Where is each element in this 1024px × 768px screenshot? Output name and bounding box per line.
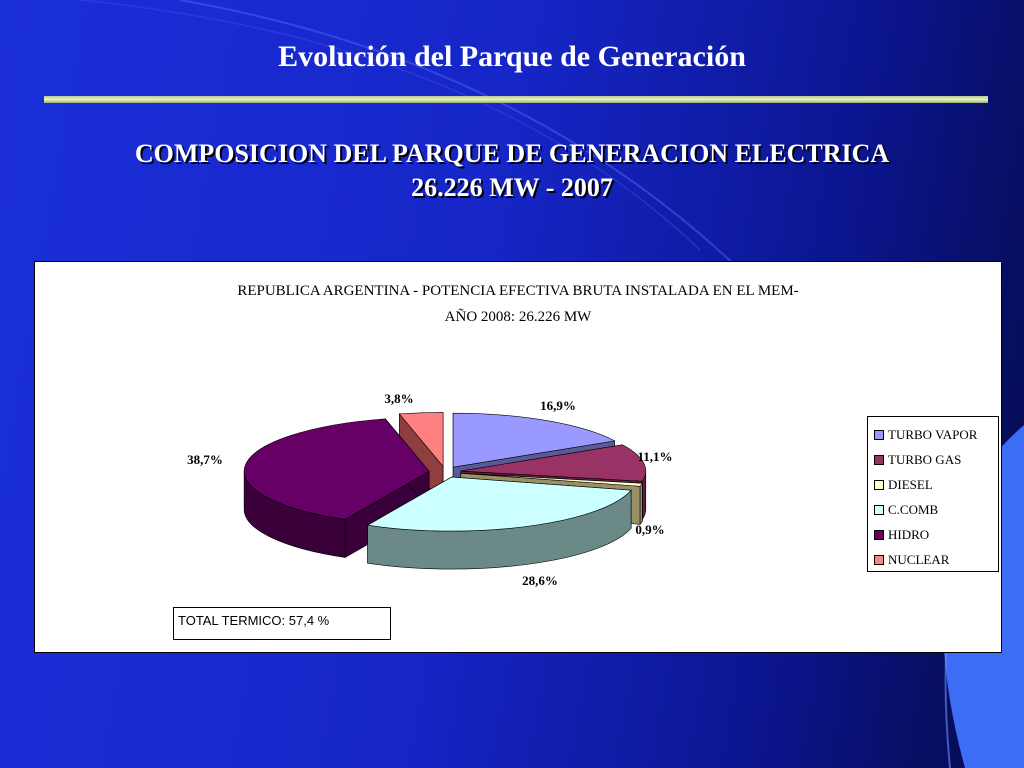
total-termico-label: TOTAL TERMICO: 57,4 % xyxy=(178,613,330,628)
pie-slice-c-comb xyxy=(366,476,632,570)
total-termico-box: TOTAL TERMICO: 57,4 % xyxy=(173,607,391,640)
legend-item-turbo-vapor: TURBO VAPOR xyxy=(868,422,998,447)
chart-panel: REPUBLICA ARGENTINA - POTENCIA EFECTIVA … xyxy=(34,261,1002,653)
legend-item-c-comb: C.COMB xyxy=(868,497,998,522)
title-divider xyxy=(44,96,988,103)
chart-title-line-2: AÑO 2008: 26.226 MW xyxy=(444,309,592,325)
legend-swatch xyxy=(874,479,884,490)
data-label-c-comb: 28,6% xyxy=(522,573,558,588)
data-label-turbo-gas: 11,1% xyxy=(637,449,672,464)
legend-label: C.COMB xyxy=(888,501,939,517)
pie-chart: 16,9% 11,1% 0,9% 28,6% 38,7% 3,8% xyxy=(187,391,672,588)
legend-swatch xyxy=(874,504,884,515)
chart-legend: TURBO VAPOR TURBO GAS DIESEL C.COMB HIDR… xyxy=(867,416,999,572)
subtitle-line-2: 26.226 MW - 2007 xyxy=(411,173,613,202)
legend-item-hidro: HIDRO xyxy=(868,522,998,547)
data-label-diesel: 0,9% xyxy=(635,522,664,537)
data-label-turbo-vapor: 16,9% xyxy=(540,398,576,413)
legend-label: NUCLEAR xyxy=(888,551,950,567)
slide-title: Evolución del Parque de Generación xyxy=(278,40,746,73)
legend-swatch xyxy=(874,529,884,540)
legend-label: DIESEL xyxy=(888,476,933,492)
legend-swatch xyxy=(874,429,884,440)
subtitle-line-1: COMPOSICION DEL PARQUE DE GENERACION ELE… xyxy=(134,139,890,168)
legend-item-turbo-gas: TURBO GAS xyxy=(868,447,998,472)
legend-label: TURBO VAPOR xyxy=(888,426,978,442)
legend-swatch xyxy=(874,454,884,465)
legend-swatch xyxy=(874,554,884,565)
pie-slice-nuclear xyxy=(398,412,444,506)
legend-item-diesel: DIESEL xyxy=(868,472,998,497)
legend-label: TURBO GAS xyxy=(888,451,962,467)
data-label-hidro: 38,7% xyxy=(187,452,223,467)
legend-label: HIDRO xyxy=(888,526,930,542)
legend-item-nuclear: NUCLEAR xyxy=(868,547,998,572)
data-label-nuclear: 3,8% xyxy=(384,391,413,406)
chart-title-line-1: REPUBLICA ARGENTINA - POTENCIA EFECTIVA … xyxy=(237,283,799,299)
